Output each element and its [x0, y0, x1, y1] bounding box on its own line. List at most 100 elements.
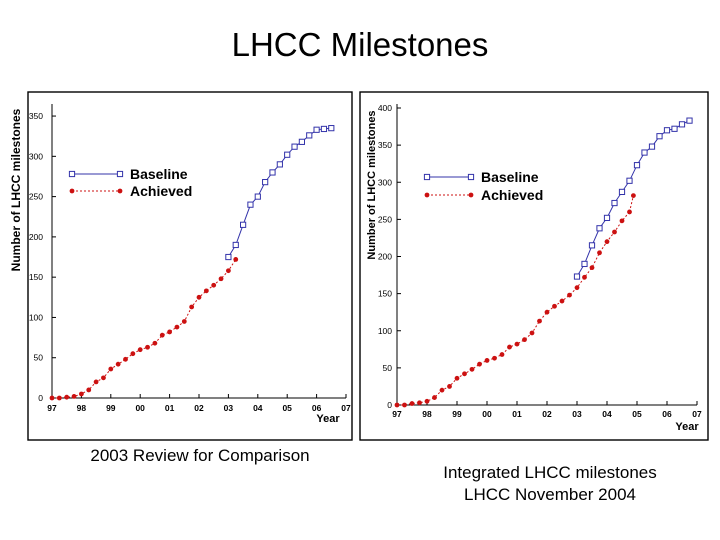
achieved-point: [93, 379, 99, 385]
achieved-point: [49, 395, 55, 401]
x-tick-label: 98: [77, 403, 87, 413]
x-tick-label: 02: [194, 403, 204, 413]
chart-frame: [359, 91, 709, 441]
achieved-point: [552, 303, 557, 309]
baseline-point: [581, 260, 588, 268]
achieved-point: [145, 344, 150, 350]
y-tick-label: 350: [378, 140, 392, 150]
baseline-point: [254, 193, 261, 200]
achieved-point: [567, 292, 572, 298]
achieved-point: [469, 366, 475, 372]
y-tick-label: 150: [29, 272, 43, 282]
achieved-point: [108, 366, 114, 372]
achieved-point: [507, 344, 512, 350]
achieved-point: [86, 387, 92, 393]
x-tick-label: 03: [572, 409, 582, 419]
y-tick-label: 250: [378, 214, 392, 224]
baseline-point: [626, 177, 633, 184]
achieved-point: [432, 395, 437, 400]
y-tick-label: 50: [383, 363, 393, 373]
baseline-point: [588, 242, 596, 249]
achieved-point: [544, 309, 550, 315]
achieved-point: [137, 347, 143, 353]
achieved-point: [484, 358, 490, 363]
baseline-line: [576, 120, 690, 277]
baseline-point: [686, 117, 693, 124]
x-tick-label: 99: [452, 409, 462, 419]
achieved-point: [604, 239, 610, 245]
caption-left: 2003 Review for Comparison: [90, 446, 310, 465]
y-tick-label: 400: [378, 103, 392, 113]
baseline-point: [269, 169, 276, 176]
achieved-point: [167, 329, 173, 335]
achieved-point: [130, 351, 136, 357]
achieved-point: [574, 285, 580, 291]
legend-baseline-label: Baseline: [481, 169, 539, 185]
achieved-point: [631, 193, 636, 199]
baseline-point: [596, 225, 603, 232]
y-tick-label: 0: [38, 393, 43, 403]
achieved-point: [537, 318, 542, 324]
caption-right-line2: LHCC November 2004: [464, 485, 636, 505]
baseline-point: [291, 143, 298, 150]
x-tick-label: 03: [224, 403, 234, 413]
y-tick-label: 150: [378, 289, 392, 299]
achieved-point: [115, 361, 121, 367]
y-tick-label: 350: [29, 111, 43, 121]
baseline-point: [225, 253, 232, 261]
achieved-point: [529, 330, 535, 336]
achieved-point: [196, 294, 202, 300]
legend-achieved-marker: [468, 192, 474, 198]
x-tick-label: 99: [106, 403, 116, 413]
y-tick-label: 200: [378, 252, 392, 262]
baseline-point: [678, 121, 686, 128]
x-axis-label: Year: [675, 421, 699, 433]
caption-right: Integrated LHCC milestones LHCC November…: [400, 462, 700, 506]
baseline-point: [313, 126, 320, 133]
achieved-point: [589, 265, 595, 271]
y-tick-label: 300: [378, 177, 392, 187]
baseline-point: [284, 151, 291, 158]
baseline-point: [641, 149, 648, 156]
x-tick-label: 07: [692, 409, 702, 419]
achieved-point: [233, 257, 239, 262]
baseline-point: [232, 241, 239, 249]
x-tick-label: 06: [312, 403, 322, 413]
x-tick-label: 00: [135, 403, 145, 413]
legend-baseline-label: Baseline: [130, 166, 188, 182]
baseline-point: [603, 214, 611, 221]
y-tick-label: 50: [34, 353, 44, 363]
achieved-point: [71, 393, 77, 399]
legend-achieved-marker: [69, 188, 75, 194]
achieved-line: [629, 195, 634, 213]
baseline-point: [276, 161, 283, 168]
baseline-point: [240, 221, 247, 228]
achieved-point: [582, 274, 587, 280]
y-tick-label: 100: [29, 312, 43, 322]
baseline-point: [663, 127, 671, 134]
achieved-point: [522, 337, 527, 343]
y-tick-label: 0: [387, 400, 392, 410]
achieved-point: [409, 401, 415, 406]
legend-baseline-marker: [423, 173, 431, 181]
baseline-point: [648, 143, 656, 150]
achieved-point: [218, 276, 224, 282]
x-tick-label: 00: [482, 409, 492, 419]
baseline-point: [671, 125, 678, 132]
caption-right-line1: Integrated LHCC milestones: [443, 463, 657, 482]
achieved-point: [159, 332, 165, 338]
baseline-point: [247, 201, 254, 208]
x-tick-label: 01: [512, 409, 522, 419]
legend-achieved-label: Achieved: [130, 183, 192, 199]
achieved-point: [597, 250, 602, 256]
y-axis-label: Number of LHCC milestones: [366, 110, 378, 259]
x-tick-label: 02: [542, 409, 552, 419]
achieved-point: [619, 218, 625, 224]
achieved-point: [402, 402, 407, 408]
chart-frame: [27, 91, 353, 441]
x-tick-label: 98: [422, 409, 432, 419]
achieved-point: [101, 375, 106, 381]
achieved-point: [152, 340, 158, 346]
x-tick-label: 06: [662, 409, 672, 419]
x-tick-label: 05: [282, 403, 292, 413]
